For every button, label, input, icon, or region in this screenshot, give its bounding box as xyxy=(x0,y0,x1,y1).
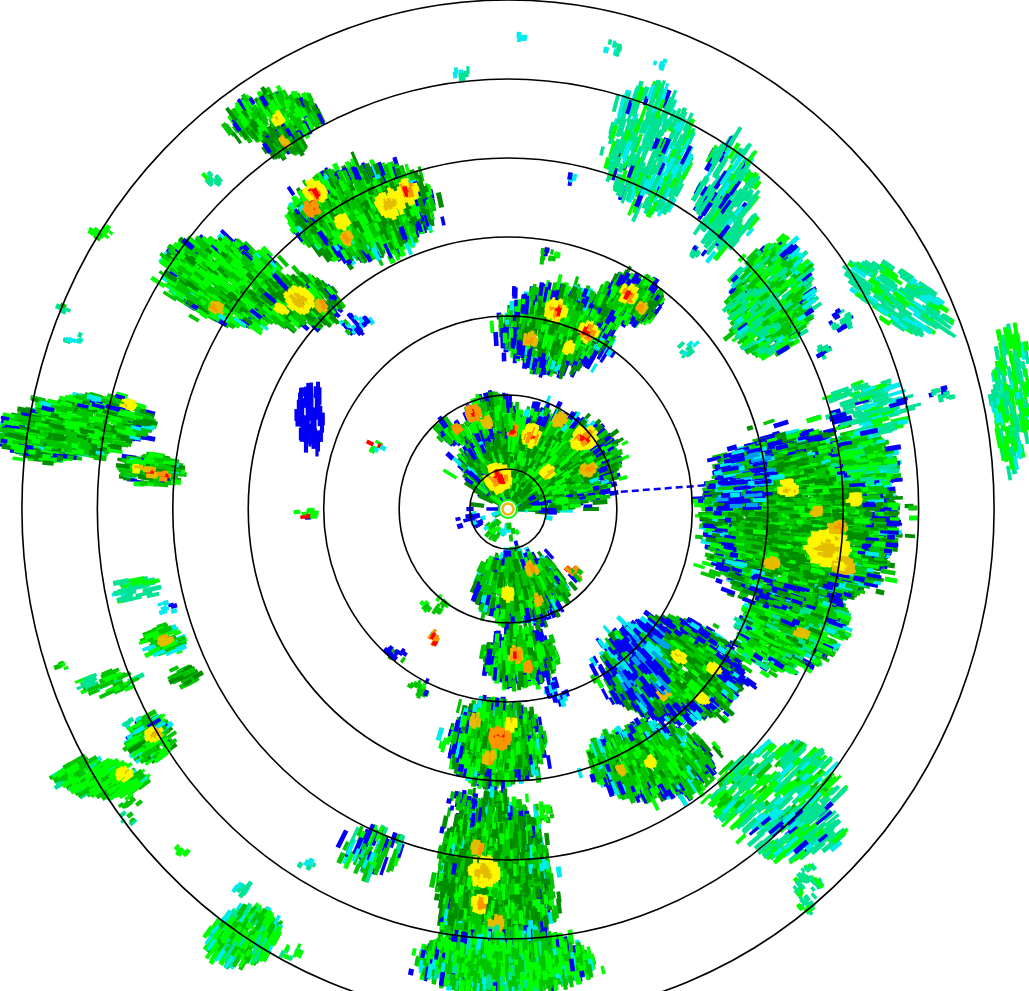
radar-display xyxy=(0,0,1029,991)
radar-screen xyxy=(0,0,1029,991)
